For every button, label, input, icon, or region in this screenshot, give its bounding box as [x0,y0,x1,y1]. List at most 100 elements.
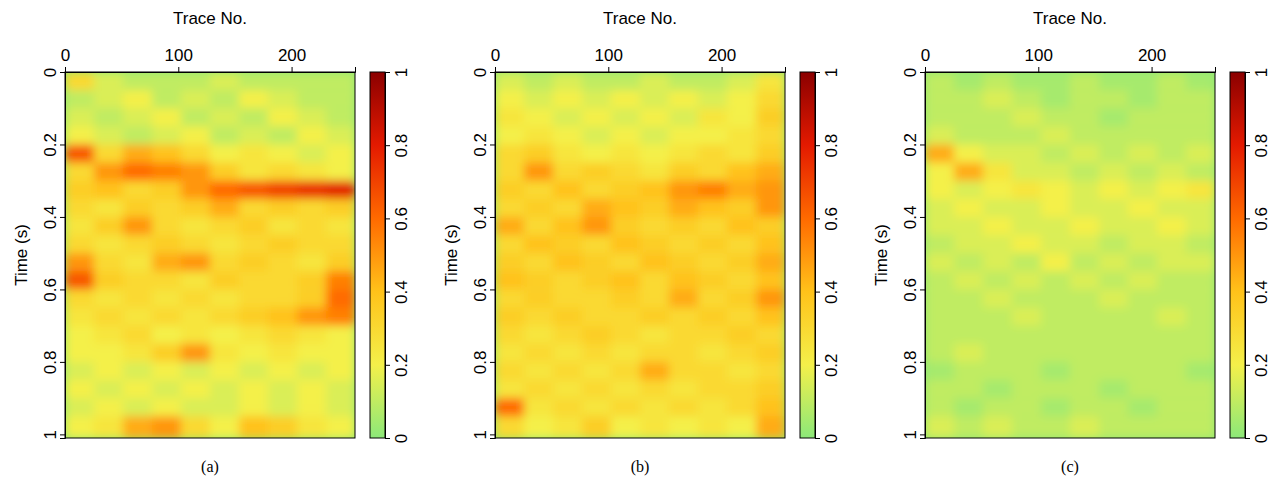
cell [698,144,728,163]
cell [181,163,211,182]
y-axis-line [920,73,926,439]
cell [1041,326,1071,345]
cell [611,416,641,438]
cell [1128,326,1158,345]
cell [210,362,240,381]
cell [553,380,583,399]
cell [1041,235,1071,254]
cell [1099,181,1129,200]
colorbar-tick-label: 0 [1252,434,1271,443]
y-tick: 0.2 [471,133,495,157]
cell [611,289,641,308]
cell [925,289,955,308]
cell [210,235,240,254]
cell [756,72,785,91]
y-tick: 0.8 [901,351,925,375]
y-tick: 0.8 [471,351,495,375]
y-tick-mark [60,362,65,363]
x-axis-line [496,67,786,73]
cell [925,217,955,236]
cell [94,72,124,91]
cell [1070,181,1100,200]
cell [553,199,583,218]
cell [495,398,525,417]
cell [297,308,327,327]
cell [152,126,182,145]
cell [524,163,554,182]
cell [553,416,583,438]
cell [1070,72,1100,91]
cell [326,90,355,109]
cell [239,289,269,308]
y-tick-label: 0.2 [471,133,490,157]
cell [727,289,757,308]
cell [698,90,728,109]
cell [495,253,525,272]
cell [210,344,240,363]
cell [1012,271,1042,290]
cell [698,72,728,91]
cell [524,271,554,290]
y-tick: 1 [901,430,925,439]
cell [1128,217,1158,236]
cell [1128,108,1158,127]
cell [983,199,1013,218]
cell [1128,144,1158,163]
cell [1128,344,1158,363]
cell [640,126,670,145]
colorbar-tick-label: 0 [392,434,411,443]
cell [611,235,641,254]
cell [698,362,728,381]
cell [1157,362,1187,381]
cell [1186,144,1215,163]
cell [181,126,211,145]
cell [1012,90,1042,109]
cell [925,253,955,272]
cell [1041,126,1071,145]
cell [1186,163,1215,182]
cell [1099,72,1129,91]
cell [152,181,182,200]
colorbar-axis-line [816,73,821,439]
cell [297,380,327,399]
cell [181,308,211,327]
plot-frame [65,72,355,438]
cell [582,289,612,308]
cell [582,108,612,127]
cell [326,289,355,308]
cell [152,271,182,290]
x-axis: 0100200 [61,46,356,73]
cell [1186,253,1215,272]
cell [727,72,757,91]
cell [698,289,728,308]
cell [582,199,612,218]
cell [268,344,298,363]
colorbar-tick: 0.4 [1245,280,1271,304]
cell [698,308,728,327]
colorbar-tick-label: 0.4 [822,280,841,304]
cell [210,108,240,127]
cell [210,380,240,399]
x-axis: 0100200 [491,46,786,73]
cell [1012,289,1042,308]
y-tick-mark [490,72,495,73]
cell [495,90,525,109]
colorbar-axis: 00.20.40.60.81 [385,68,411,443]
cell [297,144,327,163]
cell [326,271,355,290]
cell [1157,163,1187,182]
cell [326,181,355,200]
cell [925,416,955,438]
plot-background [925,72,1215,438]
cell [1186,380,1215,399]
x-tick-label: 0 [61,46,70,65]
cell [983,308,1013,327]
cell [1099,144,1129,163]
colorbar-tick-label: 1 [822,68,841,77]
cell [1128,253,1158,272]
cell [297,235,327,254]
cell [524,199,554,218]
cell [181,217,211,236]
cell [669,362,699,381]
cell [152,362,182,381]
